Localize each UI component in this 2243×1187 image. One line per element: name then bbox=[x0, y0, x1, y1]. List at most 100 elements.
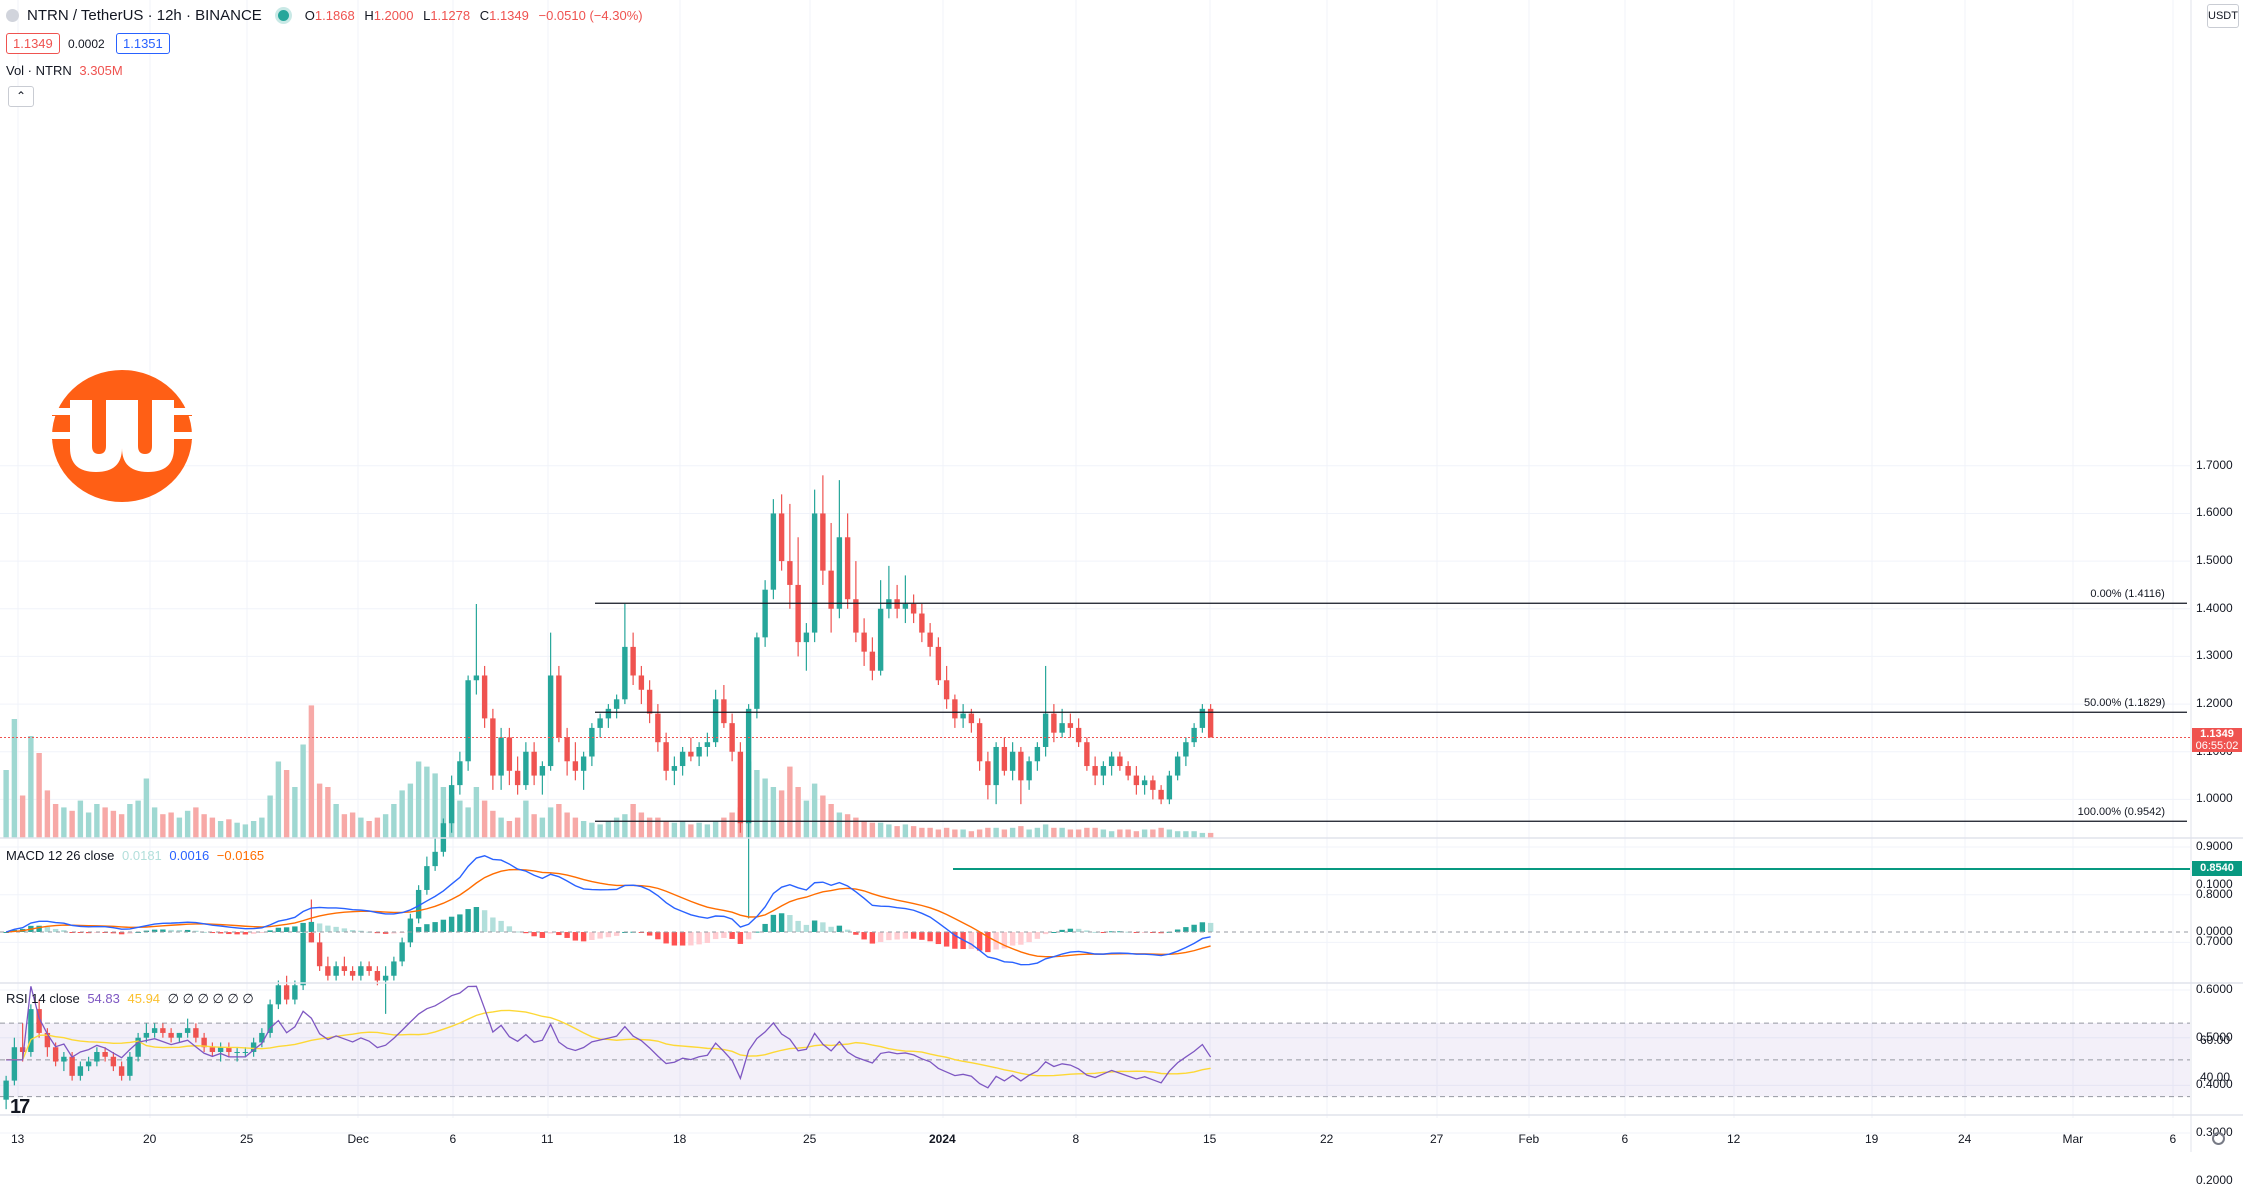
volume-bar bbox=[61, 807, 67, 838]
time-axis-label: 25 bbox=[240, 1132, 254, 1146]
volume-bar bbox=[44, 790, 51, 838]
horizontal-line-tag: 0.8540 bbox=[2192, 860, 2242, 876]
volume-bar bbox=[589, 822, 595, 838]
macd-hist-bar bbox=[61, 930, 67, 932]
price-axis-label: 1.6000 bbox=[2196, 505, 2233, 520]
volume-bar bbox=[721, 817, 727, 838]
macd-hist-value: 0.0181 bbox=[122, 848, 162, 863]
candle-body bbox=[110, 1056, 117, 1067]
volume-bar bbox=[704, 824, 711, 838]
candle-body bbox=[1001, 746, 1008, 771]
candle-body bbox=[770, 513, 777, 590]
candle-body bbox=[861, 632, 867, 652]
macd-hist-bar bbox=[448, 916, 455, 932]
candle-body bbox=[176, 1032, 183, 1038]
rsi-ma-value: 45.94 bbox=[127, 991, 161, 1006]
candle-body bbox=[217, 1047, 224, 1052]
macd-hist-bar bbox=[985, 932, 991, 953]
chart-canvas[interactable] bbox=[0, 0, 2243, 1152]
candle-body bbox=[1009, 751, 1016, 771]
sell-price-box[interactable]: 1.1349 bbox=[6, 33, 60, 54]
volume-bar bbox=[1009, 827, 1016, 838]
volume-bar bbox=[1059, 827, 1065, 838]
candle-body bbox=[1108, 756, 1115, 767]
volume-bar bbox=[539, 817, 546, 838]
rsi-line bbox=[6, 985, 1212, 1089]
macd-hist-bar bbox=[457, 914, 463, 932]
volume-bar bbox=[622, 814, 628, 838]
candle-body bbox=[572, 761, 579, 771]
open-label: O bbox=[304, 8, 315, 23]
volume-bar bbox=[242, 824, 249, 838]
candle-body bbox=[498, 737, 504, 776]
currency-button[interactable]: USDT bbox=[2207, 4, 2239, 28]
volume-bar bbox=[712, 821, 719, 838]
volume-bar bbox=[341, 814, 348, 838]
volume-bar bbox=[1001, 829, 1008, 838]
volume-bar bbox=[803, 800, 810, 838]
volume-bar bbox=[374, 817, 381, 838]
candle-body bbox=[919, 613, 925, 633]
buy-price-box[interactable]: 1.1351 bbox=[116, 33, 170, 54]
volume-value: 3.305M bbox=[79, 63, 123, 78]
time-axis-label: 22 bbox=[1320, 1132, 1334, 1146]
volume-bar bbox=[69, 810, 75, 838]
current-price-value: 1.1349 bbox=[2200, 728, 2234, 741]
time-axis-label: 11 bbox=[541, 1132, 554, 1146]
macd-hist-bar bbox=[935, 932, 942, 945]
volume-bar bbox=[11, 719, 18, 838]
candle-body bbox=[1141, 780, 1148, 786]
close-label: C bbox=[479, 8, 490, 23]
macd-hist-bar bbox=[333, 926, 339, 932]
candle-body bbox=[836, 537, 843, 609]
volume-bar bbox=[1026, 829, 1032, 838]
candle-body bbox=[1026, 761, 1032, 781]
candle-body bbox=[201, 1037, 207, 1048]
time-axis-label: Feb bbox=[1518, 1132, 1540, 1146]
candle-body bbox=[712, 699, 719, 743]
candle-body bbox=[1125, 766, 1131, 776]
symbol-logo-icon bbox=[6, 9, 19, 22]
candle-body bbox=[283, 985, 290, 1000]
candle-body bbox=[1183, 742, 1189, 757]
candle-body bbox=[1034, 746, 1041, 762]
macd-hist-bar bbox=[465, 909, 471, 932]
brand-logo-icon bbox=[44, 370, 200, 502]
candle-body bbox=[679, 751, 686, 767]
macd-hist-bar bbox=[514, 931, 521, 933]
candle-body bbox=[671, 766, 678, 771]
candle-body bbox=[118, 1066, 125, 1076]
volume-bar bbox=[1067, 829, 1074, 838]
macd-hist-bar bbox=[886, 932, 892, 941]
candle-body bbox=[300, 932, 306, 986]
macd-hist-bar bbox=[943, 932, 950, 947]
collapse-legend-button[interactable]: ⌃ bbox=[8, 86, 34, 107]
macd-hist-bar bbox=[910, 932, 917, 939]
candle-body bbox=[820, 513, 826, 571]
candle-body bbox=[1191, 727, 1197, 743]
time-axis-label: 20 bbox=[143, 1132, 157, 1146]
macd-hist-bar bbox=[415, 927, 422, 932]
macd-hist-bar bbox=[712, 932, 719, 940]
volume-bar bbox=[226, 819, 232, 838]
candle-body bbox=[514, 770, 521, 786]
candle-body bbox=[349, 970, 356, 976]
macd-hist-bar bbox=[382, 932, 389, 934]
volume-bar bbox=[217, 821, 224, 838]
price-axis-label: 0.6000 bbox=[2196, 982, 2233, 997]
macd-hist-bar bbox=[341, 928, 348, 932]
macd-hist-bar bbox=[778, 913, 785, 932]
macd-hist-bar bbox=[308, 921, 315, 932]
candle-body bbox=[531, 751, 537, 776]
volume-bar bbox=[209, 817, 216, 838]
tradingview-logo-icon[interactable]: 17 bbox=[10, 1096, 30, 1118]
volume-bar bbox=[193, 807, 199, 838]
volume-bar bbox=[3, 770, 9, 838]
volume-bar bbox=[1100, 829, 1107, 838]
volume-bar bbox=[19, 795, 26, 838]
macd-signal-value: −0.0165 bbox=[216, 848, 265, 863]
symbol-title[interactable]: NTRN / TetherUS · 12h · BINANCE bbox=[27, 7, 262, 24]
gear-icon[interactable] bbox=[2212, 1132, 2225, 1145]
volume-bar bbox=[234, 822, 240, 838]
volume-bar bbox=[85, 812, 92, 838]
